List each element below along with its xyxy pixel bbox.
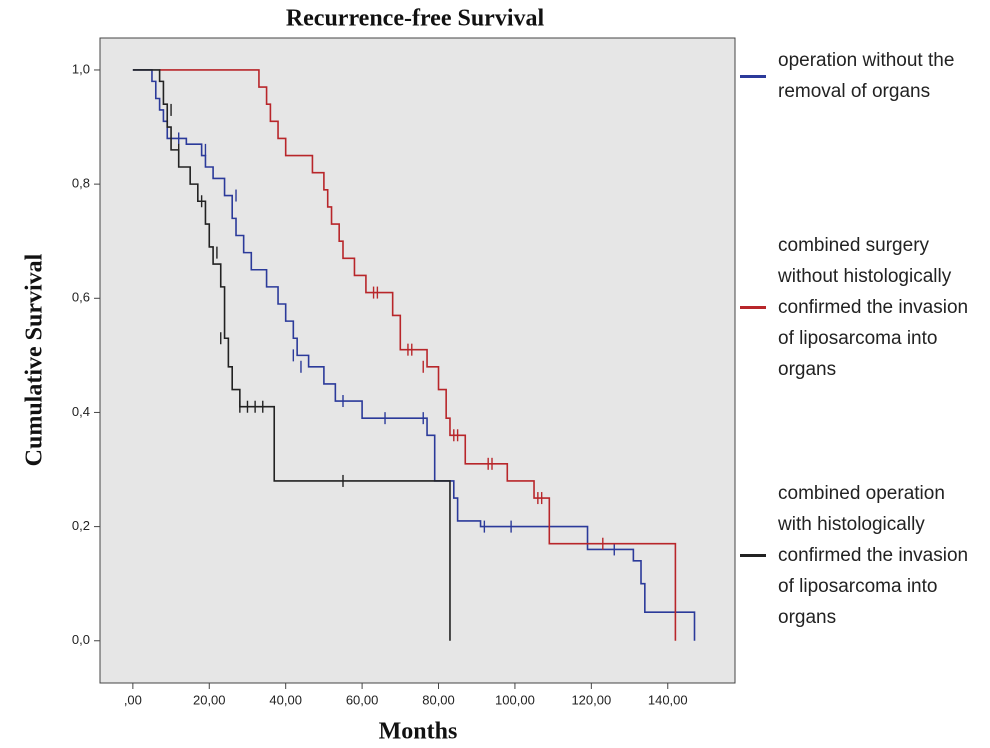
y-axis-label: Cumulative Survival [22,253,48,466]
x-tick-label: 140,00 [648,692,688,707]
x-axis-label: Months [379,719,458,745]
x-tick-label: 40,00 [269,692,302,707]
y-tick-label: 0,4 [72,404,90,419]
legend-label: operation without the removal of organs [778,50,955,102]
x-tick-label: 100,00 [495,692,535,707]
y-tick-label: 0,8 [72,176,90,191]
survival-line [132,69,696,641]
survival-line [159,69,677,641]
y-tick-label: 1,0 [72,61,90,76]
chart-title: Recurrence-free Survival [286,6,545,32]
legend-label: combined operation with histologically c… [778,483,969,628]
legend: operation without the removal of organs c… [740,0,985,748]
x-tick-label: 120,00 [571,692,611,707]
legend-swatch [740,306,766,309]
legend-swatch [740,74,766,78]
x-tick-label: ,00 [124,692,142,707]
legend-item: combined operation with histologically c… [740,478,978,633]
x-tick-label: 60,00 [346,692,379,707]
y-tick-label: 0,0 [72,632,90,647]
y-tick-label: 0,6 [72,290,90,305]
survival-line [132,69,451,641]
plot-area [99,37,736,684]
x-tick-label: 20,00 [193,692,226,707]
legend-label: combined surgery without histologically … [778,235,969,380]
legend-item: combined surgery without histologically … [740,230,978,385]
legend-item: operation without the removal of organs [740,45,978,107]
x-tick-label: 80,00 [422,692,455,707]
legend-swatch [740,554,766,557]
y-tick-label: 0,2 [72,518,90,533]
